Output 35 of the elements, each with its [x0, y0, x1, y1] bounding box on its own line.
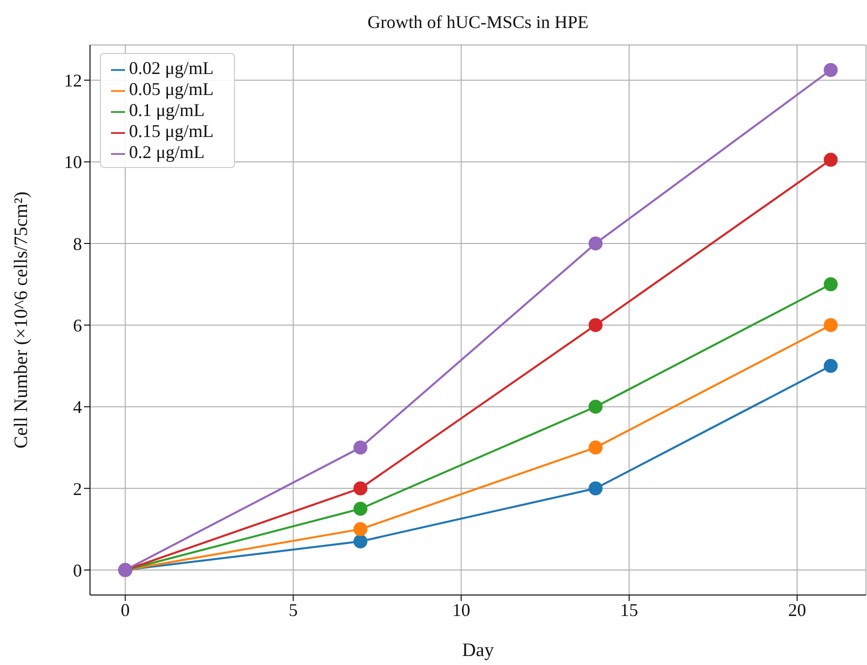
legend-label: 0.2 μg/mL — [129, 142, 205, 162]
x-tick-label: 5 — [288, 600, 298, 620]
y-tick-label: 4 — [73, 397, 82, 418]
point — [353, 502, 368, 516]
point — [588, 400, 603, 414]
legend-label: 0.15 μg/mL — [129, 121, 214, 141]
legend-label: 0.02 μg/mL — [129, 58, 214, 78]
x-tick-label: 10 — [452, 600, 470, 620]
point — [824, 358, 838, 373]
x-tick-label: 20 — [788, 600, 806, 620]
point — [353, 522, 368, 536]
y-tick-label: 6 — [73, 315, 82, 336]
point — [824, 63, 838, 77]
point — [588, 440, 603, 455]
point — [824, 277, 838, 292]
point — [353, 440, 368, 455]
y-tick-label: 8 — [73, 234, 82, 254]
point — [353, 534, 368, 548]
point — [588, 481, 603, 496]
x-tick-label: 15 — [620, 600, 638, 620]
y-tick-label: 0 — [73, 560, 82, 580]
legend-label: 0.1 μg/mL — [129, 100, 205, 120]
x-tick-label: 0 — [120, 600, 130, 620]
point — [588, 318, 603, 332]
y-tick-label: 12 — [64, 70, 82, 91]
y-tick-label: 2 — [73, 478, 82, 499]
chart-title: Growth of hUC-MSCs in HPE — [366, 12, 590, 33]
point — [588, 236, 603, 250]
x-axis-title: Day — [461, 640, 495, 662]
y-tick-label: 10 — [64, 152, 82, 172]
point — [824, 152, 838, 167]
y-axis-title: Cell Number (×10^6 cells/75cm²) — [11, 192, 33, 448]
legend-label: 0.05 μg/mL — [129, 79, 214, 99]
point — [353, 481, 368, 496]
point — [824, 318, 838, 332]
